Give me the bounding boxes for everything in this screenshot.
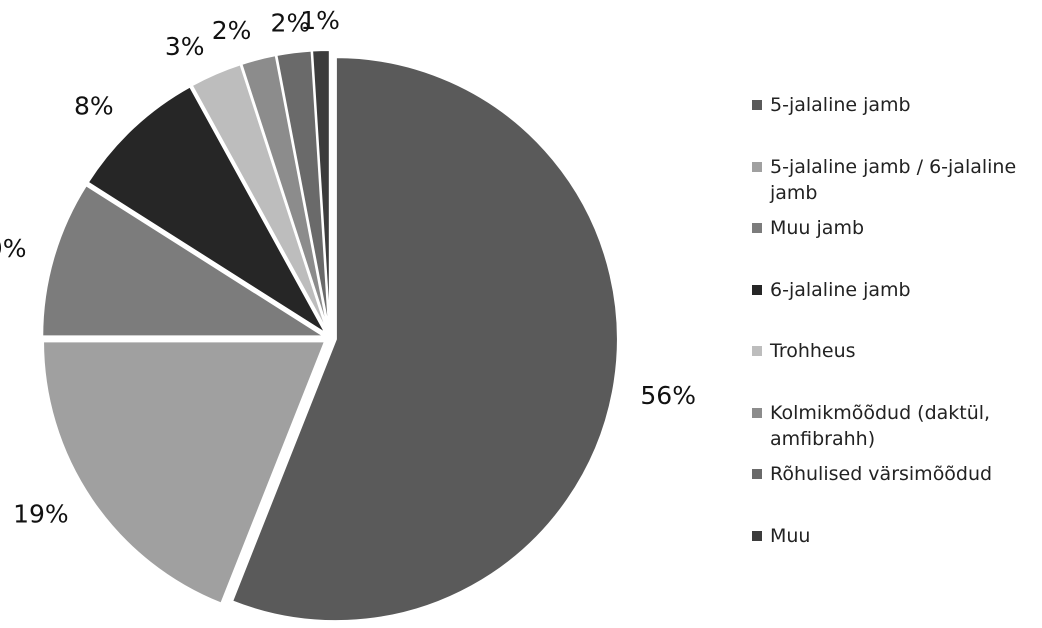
legend-key xyxy=(752,407,762,418)
legend-item: Kolmikmõõdud (daktül, amfibrahh) xyxy=(752,400,1037,462)
legend-label: Muu jamb xyxy=(770,217,865,239)
legend-key xyxy=(752,100,762,110)
legend-label: Muu xyxy=(770,524,811,547)
data-label: 9% xyxy=(0,234,27,263)
pie-slice xyxy=(41,183,328,338)
legend-item: 6-jalaline jamb xyxy=(752,277,1037,339)
pie-slice xyxy=(311,49,331,333)
legend-label: Rõhulised värsimõõdud xyxy=(770,463,993,485)
data-label: 2% xyxy=(212,16,252,45)
data-label: 2% xyxy=(271,8,311,37)
legend-key xyxy=(752,284,762,295)
legend-label: Trohheus xyxy=(770,340,856,362)
legend-key xyxy=(752,223,762,233)
legend-item: Muu xyxy=(752,523,1037,585)
pie-slice xyxy=(86,85,327,335)
legend-item: 5-jalaline jamb / 6-jalaline jamb xyxy=(752,154,1037,216)
data-label: 19% xyxy=(13,500,69,529)
legend-item: Muu jamb xyxy=(752,215,1037,277)
legend: 5-jalaline jamb 5-jalaline jamb / 6-jalal… xyxy=(752,92,1037,584)
legend-item: Trohheus xyxy=(752,338,1037,400)
legend-key xyxy=(752,346,762,356)
legend-label: Kolmikmõõdud (daktül, amfibrahh) xyxy=(770,401,991,450)
data-label: 1% xyxy=(300,6,340,35)
legend-label: 5-jalaline jamb xyxy=(770,94,911,116)
legend-item: Rõhulised värsimõõdud xyxy=(752,461,1037,523)
legend-key xyxy=(752,530,762,541)
pie-slice xyxy=(230,56,619,623)
data-label: 56% xyxy=(640,381,696,410)
legend-label: 5-jalaline jamb / 6-jalaline jamb xyxy=(770,155,1017,204)
legend-label: 6-jalaline jamb xyxy=(770,278,911,301)
legend-key xyxy=(752,469,762,479)
data-label: 8% xyxy=(74,92,114,121)
legend-item: 5-jalaline jamb xyxy=(752,92,1037,154)
data-label: 3% xyxy=(165,32,205,61)
legend-key xyxy=(752,161,762,172)
pie-slice xyxy=(42,340,327,605)
chart: 56%19%9%8%3%2%2%1% xyxy=(0,6,696,623)
